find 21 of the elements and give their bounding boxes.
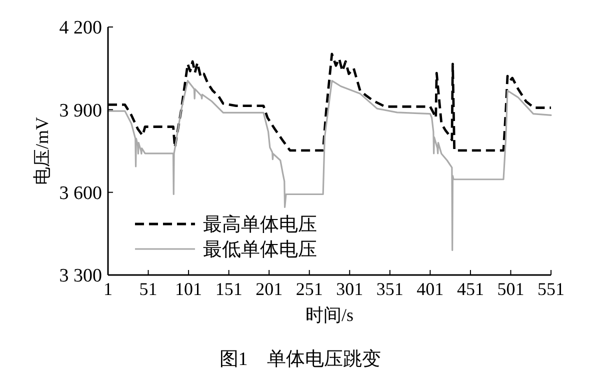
x-tick-label: 501: [497, 279, 524, 299]
x-tick-label: 551: [538, 279, 564, 299]
text: 图1 单体电压跳变: [219, 348, 381, 370]
x-tick-label: 251: [296, 279, 323, 299]
x-tick-label: 101: [175, 279, 202, 299]
x-axis-title: 时间/s: [305, 305, 354, 325]
y-tick-label: 3 900: [59, 100, 102, 122]
y-tick-label: 3 600: [59, 182, 102, 204]
x-tick-label: 451: [456, 279, 484, 299]
x-tick-label: 301: [336, 279, 364, 299]
legend-label: 最高单体电压: [203, 214, 317, 236]
x-tick-label: 51: [139, 279, 158, 299]
y-tick-label: 3 300: [59, 266, 102, 287]
x-tick-label: 1: [104, 279, 112, 299]
x-tick-label: 351: [376, 279, 404, 299]
legend-label: 最低单体电压: [203, 240, 317, 261]
y-tick-label: 4 200: [59, 18, 102, 39]
x-tick-label: 151: [215, 279, 242, 299]
x-tick-label: 201: [256, 279, 283, 299]
x-tick-label: 401: [416, 279, 444, 299]
y-axis-title: 电压/mV: [32, 116, 52, 186]
